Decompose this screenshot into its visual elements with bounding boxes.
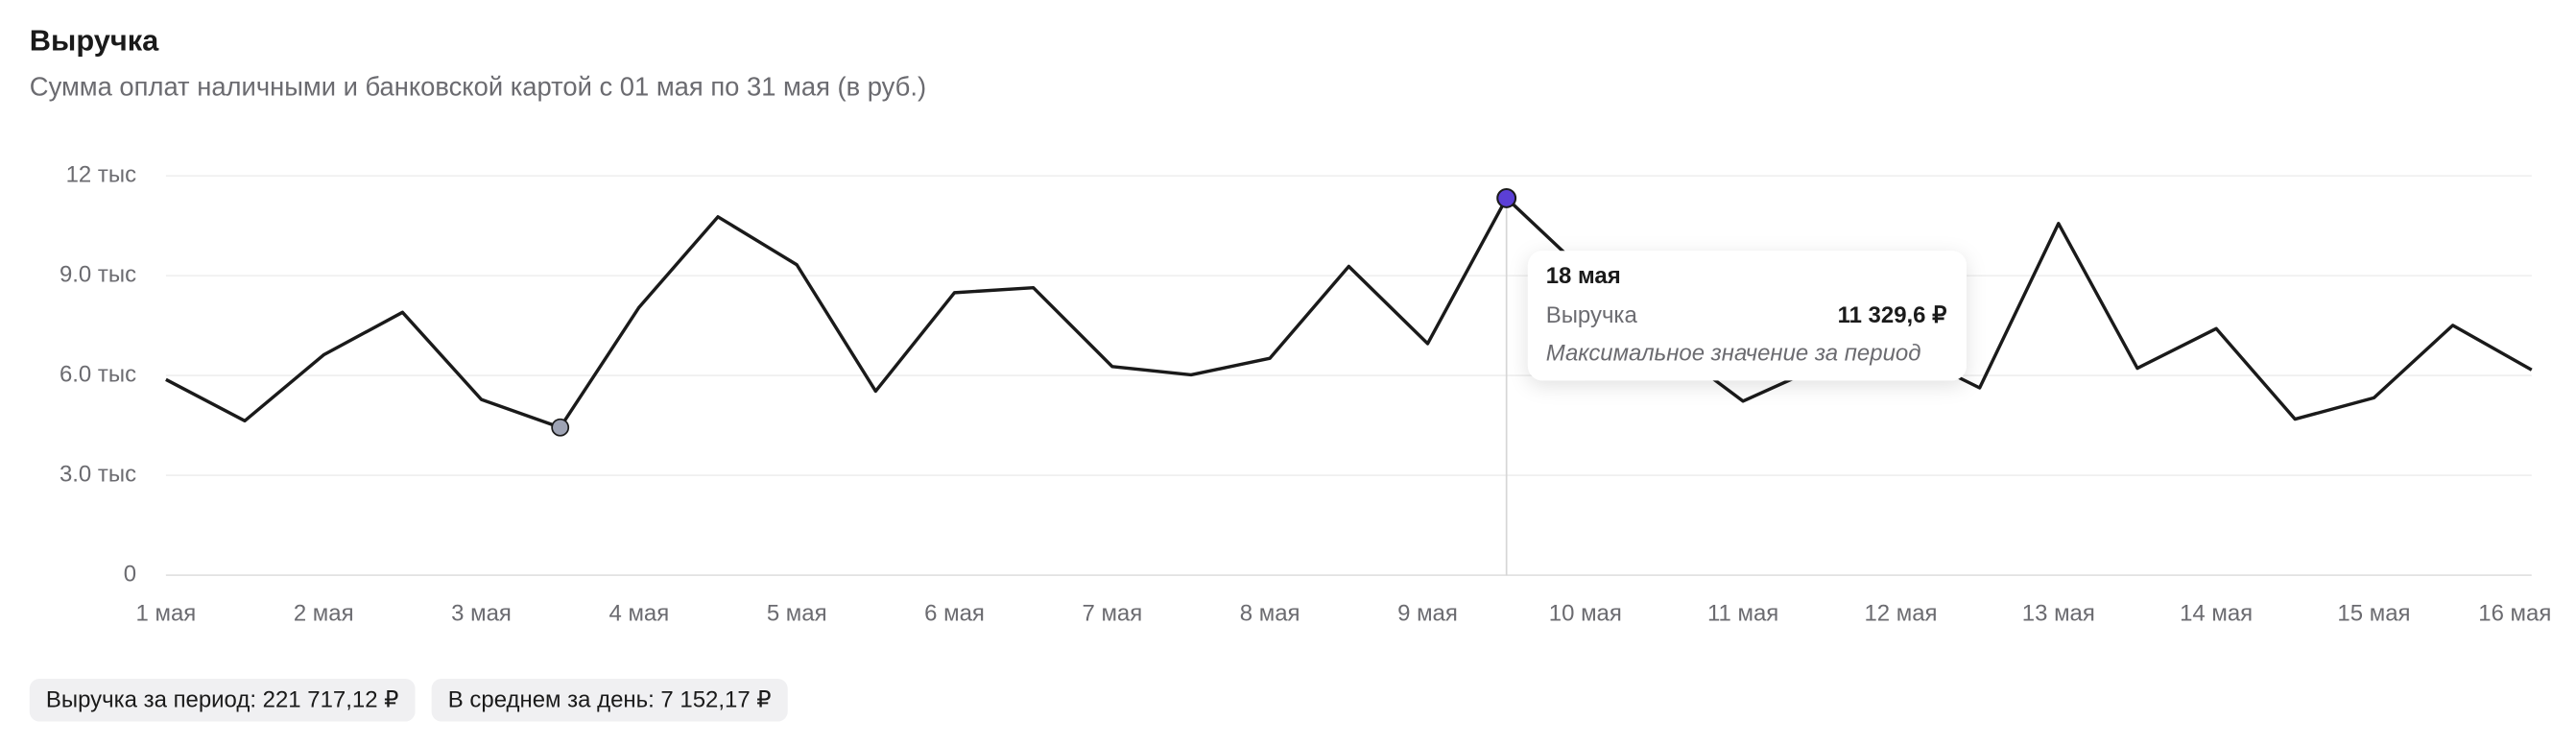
summary-pill [431, 678, 788, 722]
x-tick-label: 16 мая [2478, 601, 2551, 627]
x-tick-label: 11 мая [1707, 601, 1778, 627]
chart-subtitle: Сумма оплат наличными и банковской карто… [30, 72, 926, 102]
max-marker [1496, 187, 1517, 208]
summary-text: Выручка за период: 221 717,12 ₽ [46, 686, 399, 712]
x-tick-label: 8 мая [1240, 601, 1300, 627]
x-tick-label: 7 мая [1082, 601, 1142, 627]
line [165, 196, 2533, 429]
y-tick-label: 9.0 тыс [60, 262, 136, 288]
chart-title: Выручка [30, 24, 159, 58]
x-tick-label: 14 мая [2180, 601, 2253, 627]
x-tick-label: 12 мая [1864, 601, 1937, 627]
tooltip-note: Максимальное значение за период [1546, 340, 1921, 366]
x-tick-label: 13 мая [2022, 601, 2095, 627]
x-tick-label: 9 мая [1397, 601, 1458, 627]
y-tick-label: 3.0 тыс [60, 461, 136, 487]
tooltip-date: 18 мая [1546, 263, 1621, 289]
summary-pill [29, 678, 416, 722]
x-tick-label: 10 мая [1549, 601, 1622, 627]
y-tick-label: 0 [124, 561, 136, 587]
tooltip-box [1527, 251, 1967, 381]
tooltip-value: 11 329,6 ₽ [1838, 302, 1947, 328]
min-marker [551, 418, 570, 437]
x-tick-label: 2 мая [294, 601, 354, 627]
x-tick-label: 3 мая [451, 601, 512, 627]
x-tick-label: 6 мая [924, 601, 985, 627]
y-tick-label: 6.0 тыс [60, 361, 136, 387]
x-tick-label: 4 мая [608, 601, 669, 627]
x-tick-label: 1 мая [136, 601, 197, 627]
summary-text: В среднем за день: 7 152,17 ₽ [448, 686, 772, 712]
tooltip-label: Выручка [1546, 302, 1638, 328]
tooltip: 18 мая Выручка 11 329,6 ₽ Максимальное знач… [1527, 251, 1967, 381]
y-tick-label: 12 тыс [66, 162, 136, 188]
x-tick-label: 15 мая [2337, 601, 2410, 627]
x-tick-label: 5 мая [767, 601, 827, 627]
